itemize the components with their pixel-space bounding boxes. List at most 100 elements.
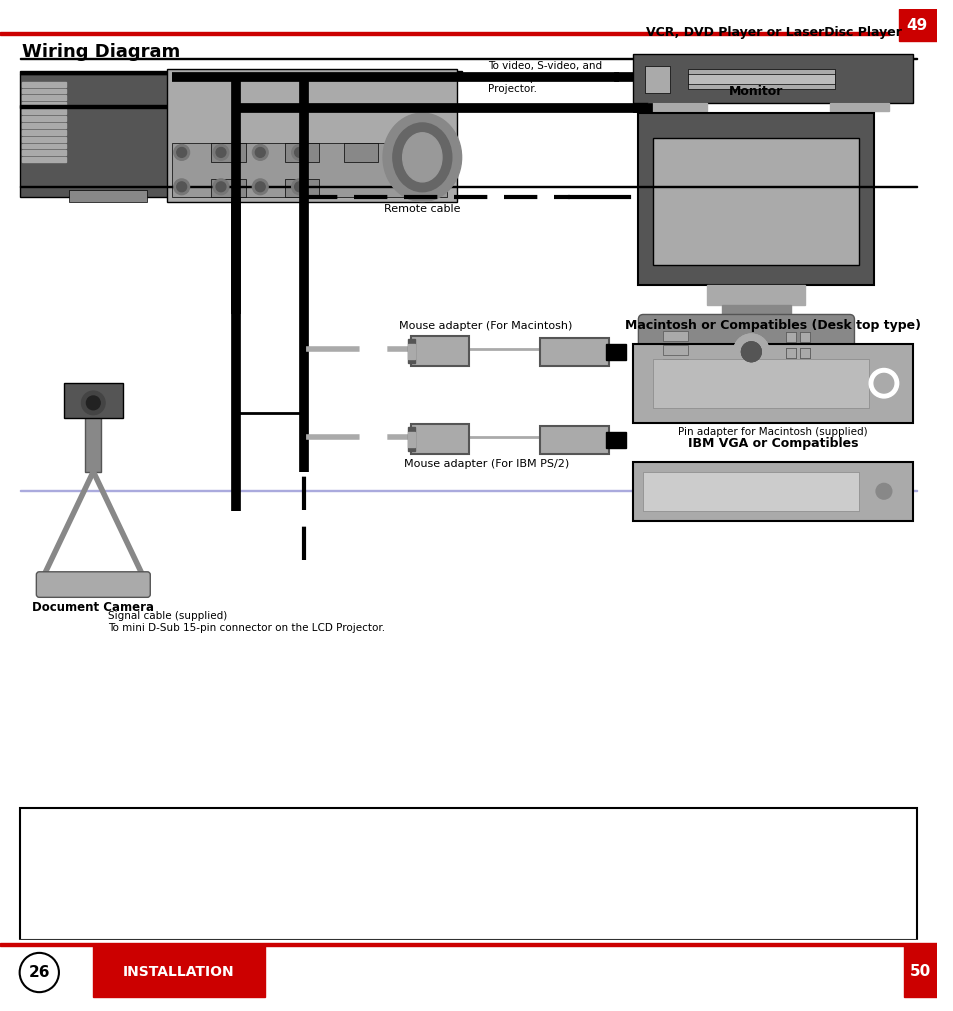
Bar: [20, 74, 176, 196]
Bar: [633, 344, 912, 423]
Text: Remote cable: Remote cable: [384, 204, 460, 214]
Circle shape: [294, 148, 304, 158]
Circle shape: [20, 953, 59, 992]
Circle shape: [740, 342, 760, 362]
Circle shape: [868, 368, 898, 398]
Bar: [898, 9, 936, 41]
Text: Signal cable (supplied)
To mini D-Sub 15-pin connector on the LCD Projector.: Signal cable (supplied) To mini D-Sub 15…: [108, 611, 385, 633]
Bar: [22, 158, 66, 162]
Bar: [687, 69, 834, 89]
Text: Wiring Diagram: Wiring Diagram: [22, 43, 180, 62]
Bar: [785, 333, 795, 342]
Bar: [22, 102, 66, 107]
Bar: [0, 31, 888, 34]
Circle shape: [253, 179, 268, 195]
Bar: [22, 109, 66, 114]
Bar: [0, 9, 936, 29]
Bar: [539, 427, 608, 454]
Text: Mouse adapter (For Macintosh): Mouse adapter (For Macintosh): [399, 321, 572, 332]
Circle shape: [255, 148, 265, 158]
Circle shape: [215, 148, 226, 158]
Circle shape: [253, 145, 268, 161]
FancyBboxPatch shape: [638, 314, 854, 388]
Bar: [22, 144, 66, 149]
Bar: [662, 345, 687, 355]
Bar: [407, 433, 415, 447]
Bar: [800, 348, 809, 358]
Circle shape: [740, 342, 760, 362]
Circle shape: [733, 334, 768, 369]
Bar: [64, 383, 123, 418]
Circle shape: [733, 334, 768, 369]
Text: Mouse adapter (For IBM PS/2): Mouse adapter (For IBM PS/2): [403, 459, 568, 469]
Bar: [706, 285, 804, 304]
Circle shape: [873, 373, 893, 393]
Bar: [22, 95, 66, 100]
Bar: [800, 348, 809, 358]
Bar: [638, 113, 873, 285]
Bar: [22, 123, 66, 127]
Circle shape: [173, 179, 190, 195]
Bar: [407, 344, 415, 359]
Bar: [653, 137, 859, 265]
Bar: [721, 304, 790, 319]
Circle shape: [176, 148, 187, 158]
Bar: [800, 364, 809, 373]
Bar: [785, 364, 795, 373]
Bar: [20, 71, 461, 74]
Bar: [633, 462, 912, 521]
Circle shape: [292, 145, 307, 161]
Bar: [800, 333, 809, 342]
Bar: [642, 471, 859, 511]
Bar: [407, 428, 415, 451]
Bar: [647, 103, 706, 111]
Bar: [20, 105, 461, 108]
Bar: [785, 364, 795, 373]
Bar: [829, 103, 888, 111]
Bar: [539, 338, 608, 366]
Bar: [662, 359, 687, 368]
Bar: [662, 332, 687, 341]
Text: 26: 26: [29, 966, 50, 980]
Circle shape: [294, 182, 304, 192]
Bar: [211, 179, 245, 196]
Bar: [20, 808, 917, 940]
Bar: [167, 69, 456, 201]
Text: IBM VGA or Compatibles: IBM VGA or Compatibles: [687, 437, 858, 450]
Bar: [22, 129, 66, 134]
Bar: [285, 179, 319, 196]
Bar: [69, 190, 147, 201]
Bar: [86, 412, 101, 471]
Bar: [0, 943, 936, 946]
Bar: [785, 348, 795, 358]
Circle shape: [81, 391, 105, 415]
Circle shape: [87, 396, 100, 409]
Bar: [410, 425, 469, 454]
FancyBboxPatch shape: [36, 572, 151, 598]
Bar: [785, 348, 795, 358]
Circle shape: [213, 145, 229, 161]
Bar: [785, 333, 795, 342]
Bar: [605, 433, 625, 448]
Ellipse shape: [393, 123, 452, 192]
Bar: [22, 89, 66, 93]
Ellipse shape: [383, 113, 461, 201]
Bar: [172, 143, 446, 196]
Bar: [785, 333, 795, 342]
Bar: [653, 359, 868, 407]
Bar: [410, 336, 469, 366]
Text: Pin adapter for Macintosh (supplied): Pin adapter for Macintosh (supplied): [678, 428, 867, 438]
Circle shape: [20, 953, 59, 992]
Text: Macintosh or Compatibles (Desk top type): Macintosh or Compatibles (Desk top type): [624, 319, 920, 333]
Circle shape: [733, 334, 768, 369]
Bar: [407, 339, 415, 363]
Bar: [785, 348, 795, 358]
Circle shape: [255, 182, 265, 192]
Circle shape: [875, 483, 891, 499]
Bar: [605, 344, 625, 360]
Text: To video, S-video, and
audio inputs on the LCD
Projector.: To video, S-video, and audio inputs on t…: [488, 61, 613, 94]
Bar: [687, 74, 834, 84]
Bar: [633, 55, 912, 103]
Bar: [22, 151, 66, 156]
Text: VCR, DVD Player or LaserDisc Player: VCR, DVD Player or LaserDisc Player: [645, 26, 901, 39]
